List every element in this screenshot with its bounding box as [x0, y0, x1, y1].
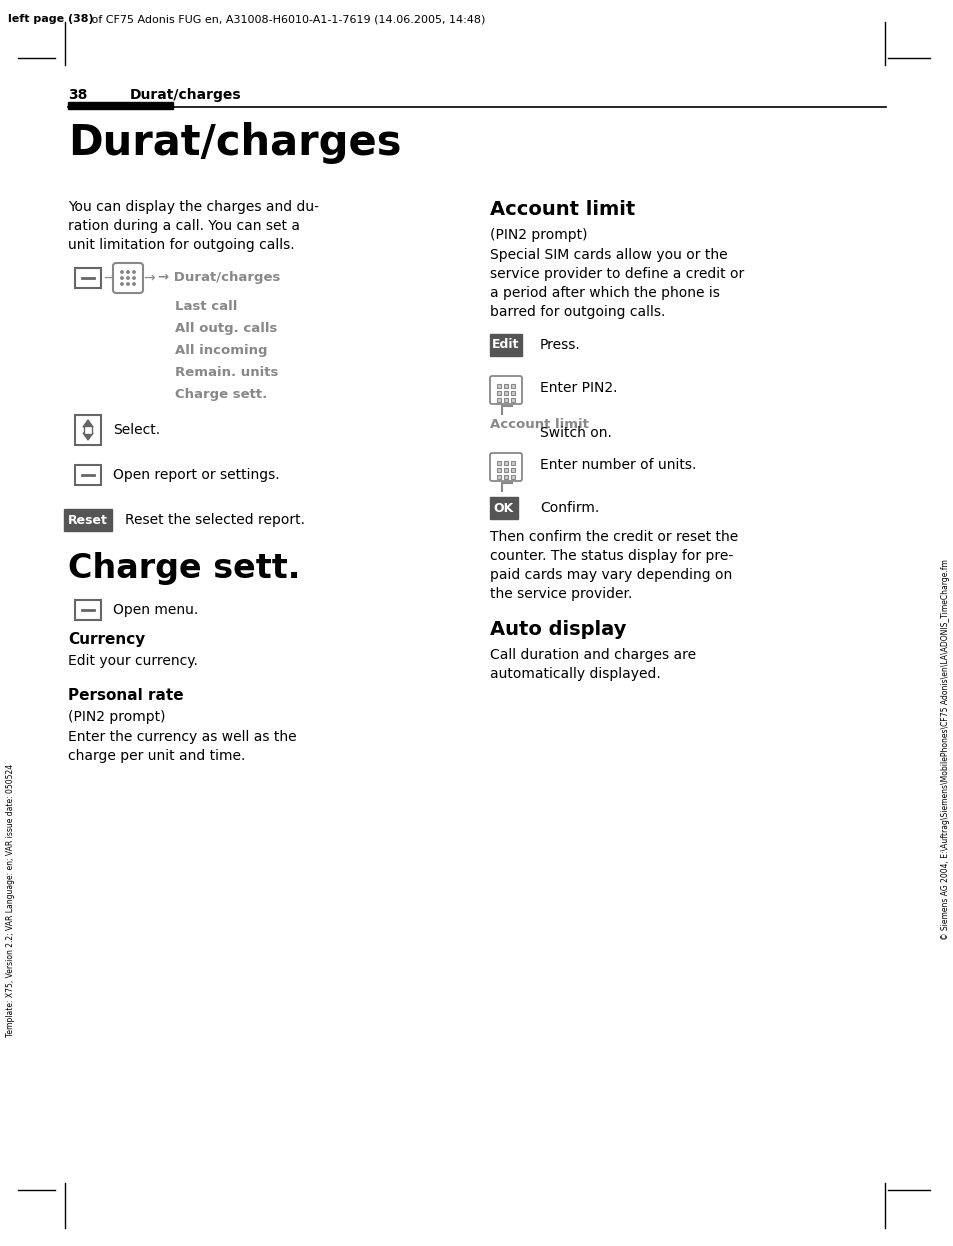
Text: Enter PIN2.: Enter PIN2. [539, 381, 617, 395]
Polygon shape [83, 434, 92, 440]
Circle shape [132, 270, 135, 273]
FancyBboxPatch shape [75, 268, 101, 288]
Bar [497, 475, 500, 478]
Text: You can display the charges and du-
ration during a call. You can set a
unit lim: You can display the charges and du- rati… [68, 201, 318, 252]
Text: Durat/charges: Durat/charges [68, 122, 401, 164]
Text: OK: OK [494, 501, 514, 515]
Bar [503, 384, 507, 388]
Circle shape [121, 277, 123, 279]
Bar [511, 475, 515, 478]
Text: Select.: Select. [112, 422, 160, 437]
Text: Enter number of units.: Enter number of units. [539, 459, 696, 472]
Text: Then confirm the credit or reset the
counter. The status display for pre-
paid c: Then confirm the credit or reset the cou… [490, 530, 738, 601]
Text: Auto display: Auto display [490, 621, 626, 639]
Circle shape [132, 283, 135, 285]
Text: 38: 38 [68, 88, 88, 102]
Text: Account limit: Account limit [490, 201, 635, 219]
Text: Template: X75, Version 2.2; VAR Language: en; VAR issue date: 050524: Template: X75, Version 2.2; VAR Language… [7, 764, 15, 1037]
Bar [497, 384, 500, 388]
Text: Special SIM cards allow you or the
service provider to define a credit or
a peri: Special SIM cards allow you or the servi… [490, 248, 743, 319]
Text: Remain. units: Remain. units [174, 366, 278, 379]
Text: left page (38): left page (38) [8, 14, 93, 24]
Text: Reset the selected report.: Reset the selected report. [125, 513, 305, 527]
Text: Edit your currency.: Edit your currency. [68, 654, 197, 668]
FancyBboxPatch shape [112, 263, 143, 293]
Text: Confirm.: Confirm. [539, 501, 598, 515]
Bar [511, 391, 515, 395]
Circle shape [127, 270, 129, 273]
Text: Currency: Currency [68, 632, 145, 647]
Bar [64, 510, 112, 531]
Bar [511, 461, 515, 465]
Text: → Durat/charges: → Durat/charges [158, 272, 280, 284]
FancyBboxPatch shape [490, 376, 521, 404]
Polygon shape [83, 420, 92, 427]
Text: Open report or settings.: Open report or settings. [112, 468, 279, 482]
Text: →: → [143, 270, 154, 285]
Text: © Siemens AG 2004, E:\Auftrag\Siemens\MobilePhones\CF75 Adonis\en\LA\ADONIS_Time: © Siemens AG 2004, E:\Auftrag\Siemens\Mo… [941, 559, 949, 941]
Bar [503, 475, 507, 478]
Text: Charge sett.: Charge sett. [68, 552, 300, 586]
Bar [503, 397, 507, 402]
Circle shape [121, 283, 123, 285]
Text: Charge sett.: Charge sett. [174, 388, 267, 401]
Bar [511, 384, 515, 388]
Text: Open menu.: Open menu. [112, 603, 198, 617]
Bar [503, 468, 507, 472]
Text: Last call: Last call [174, 300, 237, 313]
Text: Personal rate: Personal rate [68, 688, 183, 703]
Bar [497, 468, 500, 472]
Bar [68, 102, 172, 108]
Text: Switch on.: Switch on. [539, 426, 611, 440]
Circle shape [127, 277, 129, 279]
Text: Account limit: Account limit [490, 417, 588, 431]
Bar [490, 497, 517, 520]
Text: Call duration and charges are
automatically displayed.: Call duration and charges are automatica… [490, 648, 696, 682]
Text: Edit: Edit [492, 339, 519, 351]
Text: All outg. calls: All outg. calls [174, 321, 277, 335]
FancyBboxPatch shape [75, 601, 101, 621]
Text: Press.: Press. [539, 338, 580, 353]
Text: Durat/charges: Durat/charges [130, 88, 241, 102]
Text: Enter the currency as well as the
charge per unit and time.: Enter the currency as well as the charge… [68, 730, 296, 763]
Text: Reset: Reset [68, 513, 108, 527]
Bar [503, 461, 507, 465]
FancyBboxPatch shape [75, 415, 101, 445]
Circle shape [127, 283, 129, 285]
Text: All incoming: All incoming [174, 344, 267, 358]
Circle shape [132, 277, 135, 279]
Bar [503, 391, 507, 395]
Text: (PIN2 prompt): (PIN2 prompt) [68, 710, 165, 724]
Bar [84, 426, 91, 434]
Bar [497, 397, 500, 402]
Bar [490, 334, 521, 356]
Bar [497, 391, 500, 395]
Circle shape [121, 270, 123, 273]
Text: of CF75 Adonis FUG en, A31008-H6010-A1-1-7619 (14.06.2005, 14:48): of CF75 Adonis FUG en, A31008-H6010-A1-1… [88, 14, 485, 24]
Bar [511, 397, 515, 402]
Bar [511, 468, 515, 472]
Text: (PIN2 prompt): (PIN2 prompt) [490, 228, 587, 242]
FancyBboxPatch shape [75, 465, 101, 485]
Bar [497, 461, 500, 465]
FancyBboxPatch shape [490, 454, 521, 481]
Text: →: → [103, 270, 114, 285]
